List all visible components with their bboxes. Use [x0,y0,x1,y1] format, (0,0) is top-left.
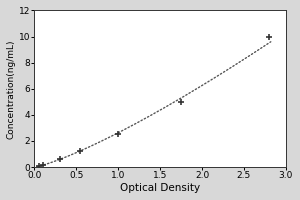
Y-axis label: Concentration(ng/mL): Concentration(ng/mL) [7,39,16,139]
X-axis label: Optical Density: Optical Density [120,183,200,193]
